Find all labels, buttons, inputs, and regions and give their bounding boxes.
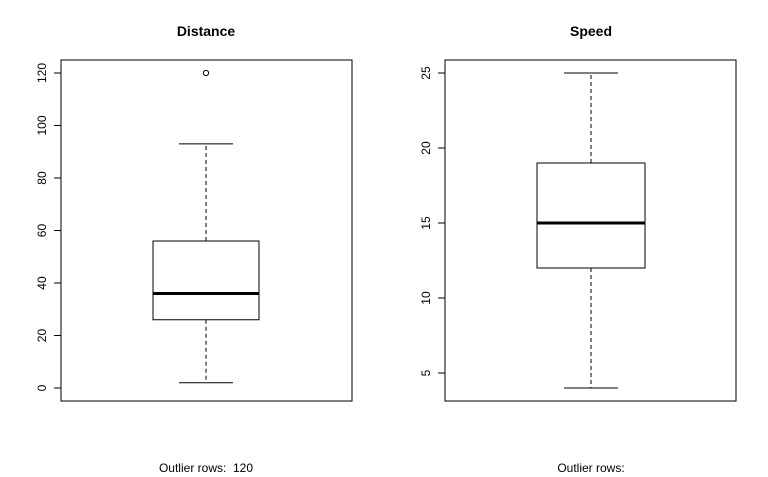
outlier-point: [202, 69, 210, 77]
iqr-box: [152, 240, 260, 321]
y-tick-label: 100: [35, 115, 49, 135]
y-tick-label: 60: [35, 224, 49, 238]
y-tick-label: 20: [419, 141, 433, 155]
y-tick-label: 40: [35, 276, 49, 290]
y-axis: 0 20 40 60 80 100 120: [35, 63, 62, 391]
y-tick-label: 15: [419, 216, 433, 230]
outlier-caption: Outlier rows:: [557, 461, 624, 475]
chart-title: Distance: [177, 23, 236, 39]
y-tick-label: 5: [419, 369, 433, 376]
panel-distance: Distance 0 20 40 60 80 100 120 Outlier rows: 1…: [35, 23, 353, 475]
y-axis: 5 10 15 20 25: [419, 66, 446, 376]
panel-speed: Speed 5 10 15 20 25 Outlier rows:: [419, 23, 737, 475]
y-tick-label: 10: [419, 291, 433, 305]
outlier-caption: Outlier rows: 120: [159, 461, 253, 475]
y-tick-label: 0: [35, 384, 49, 391]
y-tick-label: 80: [35, 171, 49, 185]
box-plot: [152, 69, 260, 384]
iqr-box: [536, 162, 646, 269]
box-plot: [536, 72, 646, 389]
y-tick-label: 120: [35, 63, 49, 83]
y-tick-label: 20: [35, 329, 49, 343]
chart-title: Speed: [570, 23, 612, 39]
y-tick-label: 25: [419, 66, 433, 80]
